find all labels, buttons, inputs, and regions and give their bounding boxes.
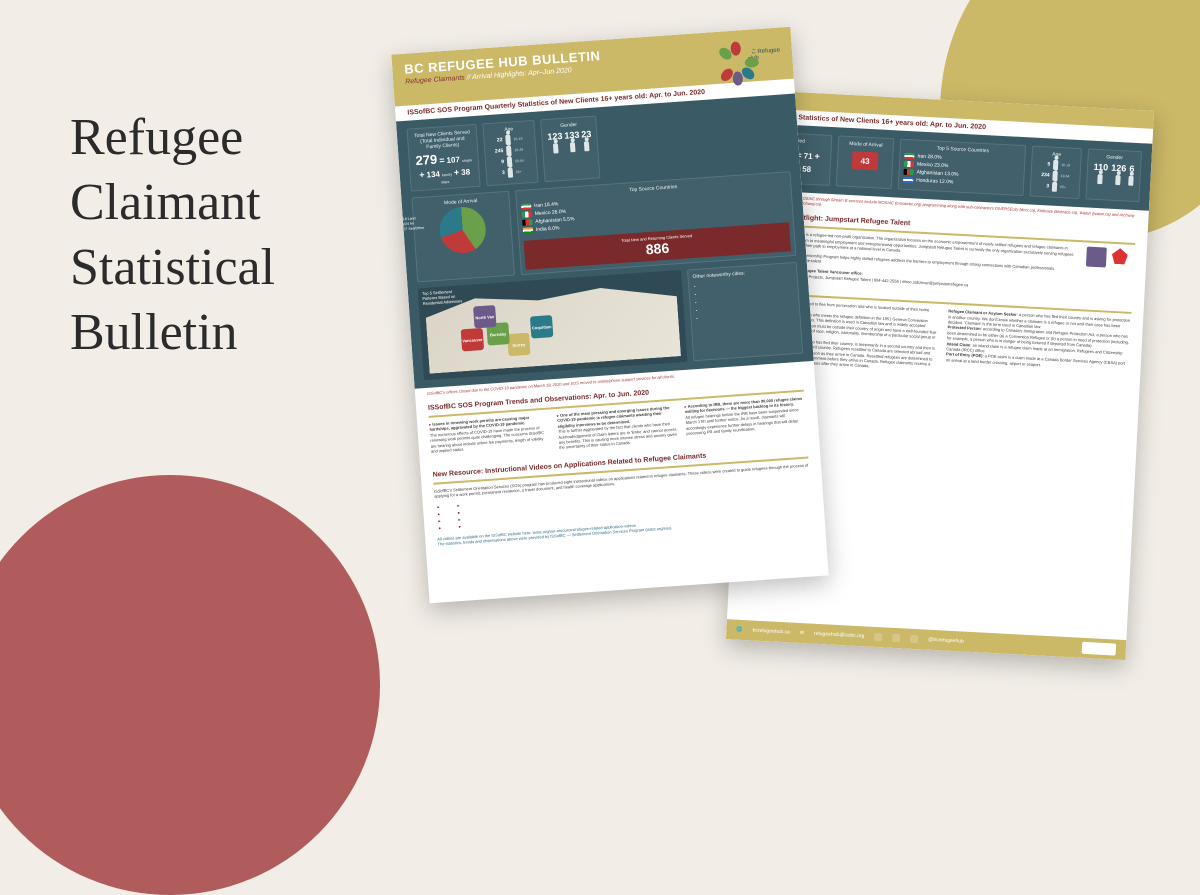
page1-mode-pie: 18 Land224 Air37 Sea/Other <box>438 206 487 255</box>
page2-gender-label: Gender <box>1092 154 1136 162</box>
page2-age-rows: 516-1823419-64365+ <box>1035 159 1077 193</box>
page2-age-box: Age 516-1823419-64365+ <box>1029 146 1082 200</box>
footer-handle: @bcrefugeehub <box>928 637 964 645</box>
facebook-icon <box>874 633 882 641</box>
page2-part-0: 71 <box>803 152 812 161</box>
page1-map-caption: Top 5 Settlement Patterns Based on Resid… <box>422 289 463 306</box>
page1-part-2: 38 <box>461 167 471 177</box>
page1-gender-box: Gender 12313323 <box>540 115 600 182</box>
footer-globe-icon: 🌐 <box>736 627 743 633</box>
page1-stats-band: Total New Clients Served (Total Individu… <box>396 94 814 389</box>
page2-part-2: 58 <box>802 165 811 174</box>
page1-mode-legend: 18 Land224 Air37 Sea/Other <box>397 216 425 233</box>
page2-sources-box: Top 5 Source Countries Iran 28.0%Mexico … <box>898 139 1026 197</box>
page2-mode-badge: 43 <box>852 151 879 170</box>
footer-email: refugeehub@issbc.org <box>814 631 865 640</box>
footer-site: bcrefugeehub.ca <box>752 628 790 636</box>
page1-other-cities: Other noteworthy cities: <box>687 262 803 361</box>
instagram-icon <box>910 635 918 643</box>
u: deps <box>441 180 449 185</box>
twitter-icon <box>892 634 900 642</box>
map-city-surrey: Surrey <box>507 333 530 356</box>
map-city-north-van: North Van <box>473 305 496 328</box>
map-city-coquitlam: Coquitlam <box>530 315 553 338</box>
slide-headline: RefugeeClaimantStatisticalBulletin <box>70 105 275 365</box>
page2-gender-row: 1101266 <box>1091 162 1136 188</box>
decor-circle-bottom-left <box>0 475 380 895</box>
page1-total-box: Total New Clients Served (Total Individu… <box>407 124 481 192</box>
page1-total-label: Total New Clients Served (Total Individu… <box>412 129 473 151</box>
page1-sources-box: Top Source Countries Iran 18.4%Mexico 26… <box>515 171 796 275</box>
page1-total-value: 279 <box>415 152 438 168</box>
page2-mode-badge-n: 43 <box>860 156 869 165</box>
page1-part-0: 107 <box>446 155 460 165</box>
page1-total-eq: 279 = 107single+ 134family+ 38deps <box>413 149 475 186</box>
page1-sub-left: Refugee Claimants <box>405 75 465 86</box>
footer-funder-logo <box>1082 642 1117 656</box>
page2-sources-list: Iran 28.0%Mexico 23.0%Afghanistan 13.0%H… <box>903 152 1021 190</box>
page2-footer: 🌐 bcrefugeehub.ca ✉ refugeehub@issbc.org @… <box>726 619 1126 660</box>
page1-mode-box: Mode of Arrival 18 Land224 Air37 Sea/Oth… <box>411 191 515 283</box>
page2-mode-label: Mode of Arrival <box>843 141 889 149</box>
u: family <box>442 173 452 178</box>
footer-mail-icon: ✉ <box>800 630 805 636</box>
welcome-talent-canada-icon <box>1111 248 1128 265</box>
jumpstart-logo-icon <box>1086 247 1107 268</box>
spotlight-logos <box>1085 247 1134 277</box>
page2-mode-box: Mode of Arrival 43 <box>836 135 895 189</box>
page1-videos-left <box>441 503 443 532</box>
u: single <box>462 158 472 163</box>
page1-age-rows: 2216-1824519-49950-64365+ <box>488 133 533 179</box>
page1-other-cities-list <box>703 275 796 321</box>
defs-right: Refugee Claimant or Asylum Seeker: a per… <box>945 309 1131 383</box>
page1-videos-right <box>461 502 463 531</box>
page1-gender-row: 12313323 <box>546 129 594 156</box>
logo-burst-icon <box>721 42 744 71</box>
page2-gender-box: Gender 1101266 <box>1085 148 1142 202</box>
page1-map: Top 5 Settlement Patterns Based on Resid… <box>418 270 688 380</box>
bulletin-page-1: BC REFUGEE HUB BULLETIN Refugee Claimant… <box>391 27 828 604</box>
bc-refugee-hub-logo: BC Refugee Hub <box>721 33 784 77</box>
page1-part-1: 134 <box>426 170 440 180</box>
map-city-vancouver: Vancouver <box>461 328 484 351</box>
page1-age-box: Age 2216-1824519-49950-64365+ <box>482 120 538 186</box>
